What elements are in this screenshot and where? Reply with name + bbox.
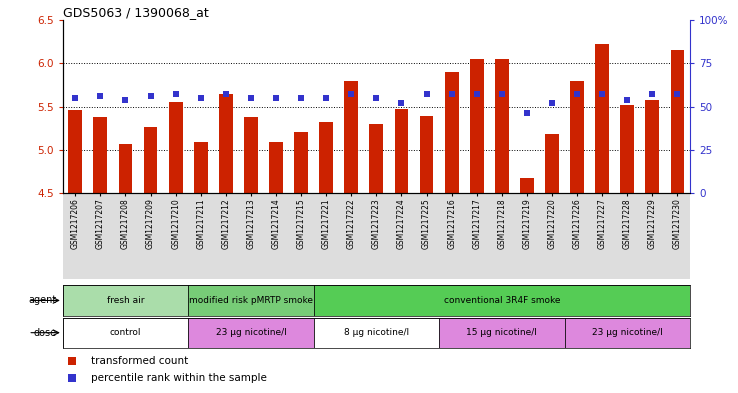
Point [672, 91, 683, 97]
Text: modified risk pMRTP smoke: modified risk pMRTP smoke [189, 296, 313, 305]
Bar [219, 94, 232, 193]
Text: fresh air: fresh air [107, 296, 144, 305]
Text: control: control [110, 328, 141, 337]
Bar [63, 193, 690, 279]
Point [456, 109, 468, 115]
Bar [395, 109, 408, 193]
Bar [495, 59, 508, 193]
Bar [596, 44, 609, 193]
Bar [188, 318, 314, 348]
Bar [570, 81, 584, 193]
Text: 23 μg nicotine/l: 23 μg nicotine/l [592, 328, 663, 337]
Point [546, 100, 558, 106]
Bar [370, 124, 383, 193]
Point [521, 110, 533, 117]
Bar [671, 50, 684, 193]
Bar [646, 99, 659, 193]
Bar [470, 59, 483, 193]
Bar [119, 144, 132, 193]
Point [345, 91, 357, 97]
Point [94, 93, 106, 99]
Bar [94, 117, 107, 193]
Bar [169, 102, 182, 193]
Point [646, 91, 658, 97]
Bar [63, 318, 188, 348]
Point [69, 95, 81, 101]
Bar [420, 116, 433, 193]
Point [396, 100, 407, 106]
Bar [445, 72, 458, 193]
Point [320, 95, 332, 101]
Text: conventional 3R4F smoke: conventional 3R4F smoke [444, 296, 560, 305]
Point [471, 91, 483, 97]
Bar [188, 285, 314, 316]
Bar [565, 318, 690, 348]
Point [446, 91, 458, 97]
Point [170, 91, 182, 97]
Bar [269, 142, 283, 193]
Point [295, 95, 307, 101]
Text: dose: dose [33, 328, 56, 338]
Bar [314, 318, 439, 348]
Point [145, 93, 156, 99]
Text: agent: agent [28, 296, 56, 305]
Point [120, 96, 131, 103]
Bar [345, 81, 358, 193]
Point [496, 91, 508, 97]
Bar [320, 122, 333, 193]
Text: percentile rank within the sample: percentile rank within the sample [91, 373, 267, 383]
Bar [144, 127, 157, 193]
Bar [314, 285, 690, 316]
Point [571, 91, 583, 97]
Bar [63, 285, 188, 316]
Text: GDS5063 / 1390068_at: GDS5063 / 1390068_at [63, 6, 208, 19]
Point [456, 266, 468, 272]
Point [370, 95, 382, 101]
Text: 23 μg nicotine/l: 23 μg nicotine/l [215, 328, 286, 337]
Point [621, 96, 633, 103]
Point [596, 91, 608, 97]
Bar [294, 132, 308, 193]
Point [270, 95, 282, 101]
Bar [545, 134, 559, 193]
Text: 8 μg nicotine/l: 8 μg nicotine/l [344, 328, 409, 337]
Bar [244, 117, 258, 193]
Bar [69, 110, 82, 193]
Point [220, 91, 232, 97]
Bar [194, 142, 207, 193]
Text: 15 μg nicotine/l: 15 μg nicotine/l [466, 328, 537, 337]
Point [421, 91, 432, 97]
Point [245, 95, 257, 101]
Bar [520, 178, 534, 193]
Text: transformed count: transformed count [91, 356, 188, 366]
Bar [439, 318, 565, 348]
Point [195, 95, 207, 101]
Bar [621, 105, 634, 193]
